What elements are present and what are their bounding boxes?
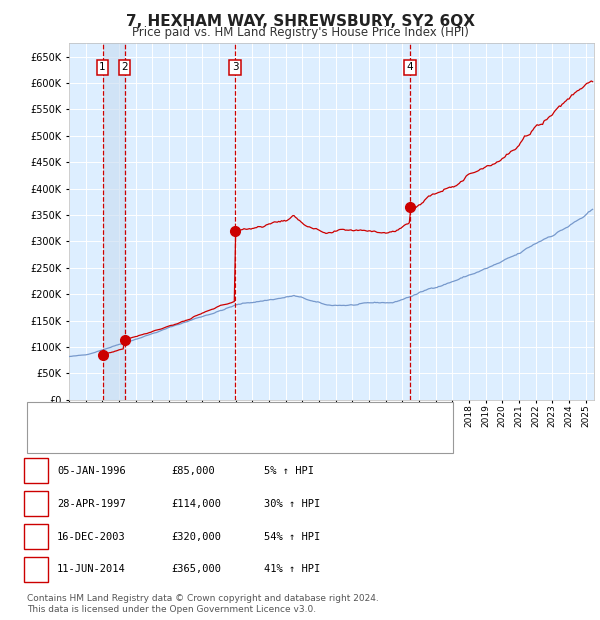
Text: £85,000: £85,000 bbox=[171, 466, 215, 476]
Text: Price paid vs. HM Land Registry's House Price Index (HPI): Price paid vs. HM Land Registry's House … bbox=[131, 26, 469, 39]
Text: £114,000: £114,000 bbox=[171, 498, 221, 509]
Text: 11-JUN-2014: 11-JUN-2014 bbox=[57, 564, 126, 575]
Text: Contains HM Land Registry data © Crown copyright and database right 2024.
This d: Contains HM Land Registry data © Crown c… bbox=[27, 595, 379, 614]
Text: £320,000: £320,000 bbox=[171, 531, 221, 542]
Text: 30% ↑ HPI: 30% ↑ HPI bbox=[264, 498, 320, 509]
Text: 28-APR-1997: 28-APR-1997 bbox=[57, 498, 126, 509]
Text: 1: 1 bbox=[32, 466, 40, 476]
Text: 05-JAN-1996: 05-JAN-1996 bbox=[57, 466, 126, 476]
Text: 54% ↑ HPI: 54% ↑ HPI bbox=[264, 531, 320, 542]
Text: 41% ↑ HPI: 41% ↑ HPI bbox=[264, 564, 320, 575]
Text: £365,000: £365,000 bbox=[171, 564, 221, 575]
Text: 2: 2 bbox=[32, 498, 40, 509]
Text: 4: 4 bbox=[406, 62, 413, 72]
Bar bbox=[103, 43, 124, 400]
Text: 2: 2 bbox=[121, 62, 128, 72]
Text: 3: 3 bbox=[232, 62, 238, 72]
Text: HPI: Average price, detached house, Shropshire: HPI: Average price, detached house, Shro… bbox=[74, 433, 307, 443]
Text: 16-DEC-2003: 16-DEC-2003 bbox=[57, 531, 126, 542]
Text: 7, HEXHAM WAY, SHREWSBURY, SY2 6QX (detached house): 7, HEXHAM WAY, SHREWSBURY, SY2 6QX (deta… bbox=[74, 412, 365, 422]
Text: 1: 1 bbox=[99, 62, 106, 72]
Text: 3: 3 bbox=[32, 531, 40, 542]
Text: 4: 4 bbox=[32, 564, 40, 575]
Text: 7, HEXHAM WAY, SHREWSBURY, SY2 6QX: 7, HEXHAM WAY, SHREWSBURY, SY2 6QX bbox=[125, 14, 475, 29]
Text: 5% ↑ HPI: 5% ↑ HPI bbox=[264, 466, 314, 476]
